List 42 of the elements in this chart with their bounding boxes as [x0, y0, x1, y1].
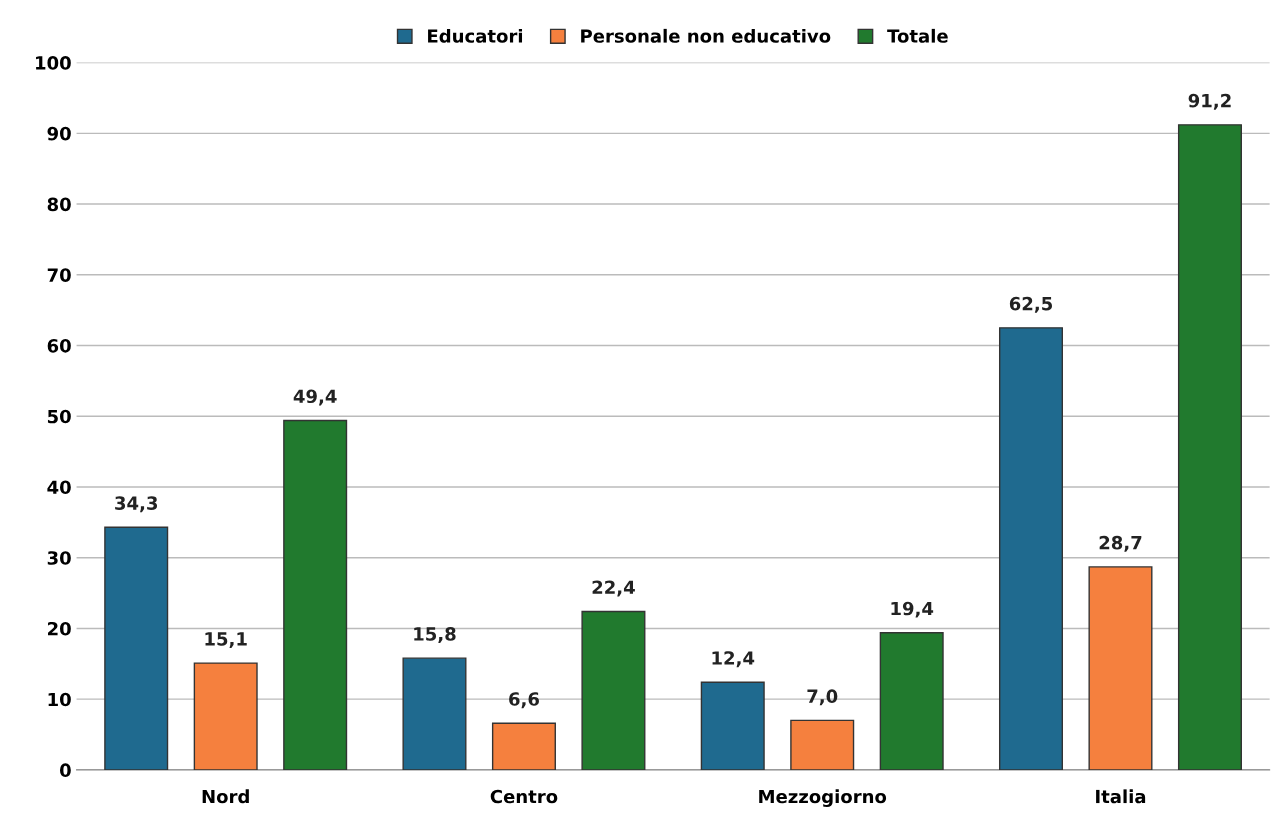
x-tick-label: Mezzogiorno [759, 789, 887, 807]
bar [998, 327, 1064, 770]
data-label: 12,4 [712, 651, 755, 668]
data-label: 28,7 [1099, 535, 1142, 552]
data-label: 7,0 [807, 689, 838, 706]
y-tick-label: 0 [60, 763, 71, 778]
x-tick-label: Centro [490, 789, 558, 804]
data-label: 6,6 [509, 692, 539, 709]
y-tick-label: 90 [47, 126, 71, 141]
legend-label: Totale [887, 28, 948, 43]
data-label: 19,4 [891, 601, 934, 618]
bar [491, 722, 556, 770]
data-label: 62,5 [1009, 296, 1053, 313]
bar [581, 610, 646, 770]
data-label: 34,3 [115, 496, 158, 513]
y-tick-label: 50 [47, 409, 71, 424]
bar [193, 662, 258, 770]
y-tick-label: 30 [47, 551, 71, 565]
y-tick-label: 100 [36, 56, 71, 70]
data-label: 15,8 [414, 627, 456, 644]
bar [790, 719, 855, 770]
bar [1088, 566, 1153, 770]
data-label: 49,4 [293, 389, 337, 406]
bar [700, 681, 765, 770]
data-label: 15,1 [205, 632, 247, 649]
y-tick-label: 20 [48, 621, 71, 636]
y-tick-label: 60 [47, 338, 71, 353]
data-label: 22,4 [592, 580, 635, 597]
legend-label: Educatori [428, 28, 523, 43]
y-tick-label: 70 [47, 268, 71, 282]
x-tick-label: Nord [202, 789, 249, 804]
legend-label: Personale non educativo [581, 28, 831, 43]
y-tick-label: 40 [47, 480, 71, 495]
data-label: 91,2 [1188, 93, 1231, 110]
x-tick-label: Italia [1096, 789, 1146, 804]
y-tick-label: 80 [47, 197, 71, 212]
bar [402, 657, 467, 770]
bar [104, 526, 169, 770]
bar [879, 631, 944, 770]
y-tick-label: 10 [48, 692, 71, 707]
bar [1177, 124, 1242, 770]
bar [283, 419, 348, 770]
